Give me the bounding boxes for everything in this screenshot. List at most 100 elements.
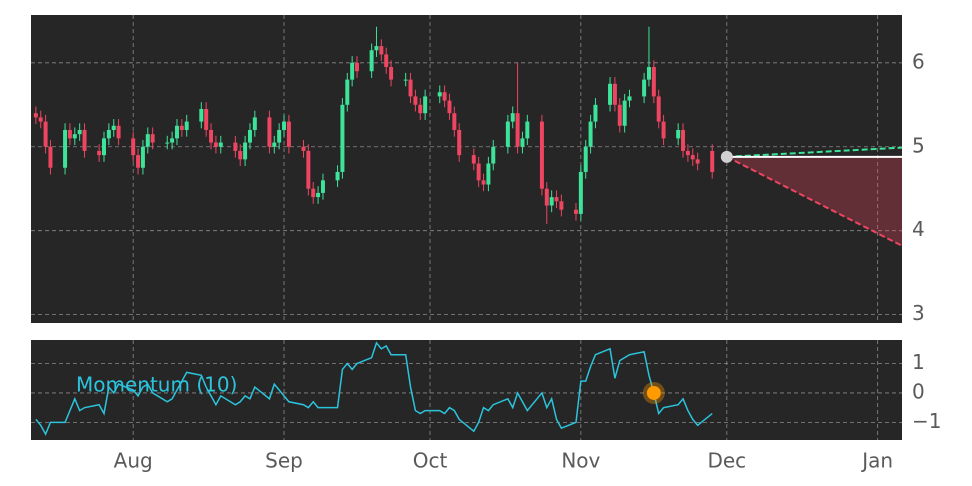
candle-body [170, 138, 175, 143]
candle-body [612, 83, 617, 105]
candle-body [335, 171, 340, 181]
candle-body [184, 121, 189, 130]
candle-body [209, 129, 214, 143]
candle-body [145, 134, 150, 147]
candle-body [252, 117, 257, 130]
candle-body [471, 155, 476, 164]
candle-body [544, 188, 549, 206]
candle-body [282, 121, 287, 130]
candle-body [316, 192, 321, 198]
candle-body [403, 79, 408, 81]
candle-body [369, 50, 374, 72]
candle-body [384, 54, 389, 68]
price-panel [31, 15, 902, 323]
candle-body [48, 146, 53, 168]
candle-body [238, 150, 243, 160]
candle-body [136, 155, 141, 168]
candle-body [661, 121, 666, 139]
candle-body [651, 67, 656, 97]
candle-body [355, 62, 360, 72]
candle-body [247, 129, 252, 143]
candle-body [179, 125, 184, 130]
candle-body [452, 113, 457, 130]
candle-body [77, 129, 82, 135]
candle-body [418, 104, 423, 114]
candle-body [583, 146, 588, 172]
candle-body [539, 121, 544, 189]
candle-body [233, 142, 238, 151]
y-tick-label: −1 [912, 409, 941, 433]
y-tick-label: 3 [912, 301, 925, 325]
marker [646, 385, 661, 400]
candle-body [72, 134, 77, 139]
candle-body [578, 171, 583, 214]
candle-body [515, 113, 520, 147]
candle-body [350, 62, 355, 80]
y-tick-label: 5 [912, 133, 925, 157]
x-tick-label: Nov [561, 449, 600, 473]
candle-body [218, 142, 223, 147]
candle-body [116, 125, 121, 139]
candle-body [442, 92, 447, 101]
candle-body [486, 163, 491, 185]
candle-body [277, 129, 282, 143]
x-tick-label: Dec [707, 449, 746, 473]
candle-body [656, 96, 661, 122]
candle-body [389, 67, 394, 80]
x-tick-label: Sep [265, 449, 303, 473]
candle-body [685, 150, 690, 156]
candle-body [243, 142, 248, 160]
candle-body [510, 113, 515, 122]
candle-body [642, 79, 647, 97]
y-tick-label: 6 [912, 49, 925, 73]
candle-body [67, 129, 72, 139]
candle-body [676, 129, 681, 139]
candle-body [106, 129, 111, 139]
candle-body [627, 96, 632, 101]
candle-body [345, 79, 350, 105]
candle-body [447, 100, 452, 114]
candle-body [617, 104, 622, 126]
candle-body [437, 92, 442, 97]
candle-body [554, 197, 559, 202]
candle-body [413, 96, 418, 105]
candle-body [491, 146, 496, 164]
candle-body [101, 138, 106, 156]
candle-body [408, 79, 413, 97]
candle-body [150, 134, 155, 143]
candle-body [549, 197, 554, 206]
candle-body [140, 146, 145, 168]
candle-body [588, 121, 593, 147]
candle-body [695, 159, 700, 164]
candle-body [608, 83, 613, 105]
forecast-upper [726, 146, 903, 158]
candle-body [520, 138, 525, 147]
candle-body [573, 209, 578, 214]
candle-body [43, 121, 48, 147]
y-tick-label: 0 [912, 379, 925, 403]
candle-body [306, 150, 311, 189]
x-tick-label: Jan [860, 449, 893, 473]
candle-body [204, 108, 209, 130]
y-tick-label: 4 [912, 217, 925, 241]
candle-body [320, 180, 325, 193]
candle-body [525, 121, 530, 139]
candle-body [38, 117, 43, 122]
candle-body [457, 129, 462, 156]
candle-body [622, 100, 627, 126]
candle-body [286, 121, 291, 147]
candle-body [213, 142, 218, 147]
candle-body [476, 163, 481, 181]
candle-body [301, 146, 306, 151]
forecast-start [720, 150, 733, 163]
candle-body [165, 142, 170, 144]
candle-body [505, 121, 510, 147]
momentum-line [35, 341, 713, 436]
candle-body [593, 104, 598, 122]
candle-body [423, 96, 428, 114]
y-tick-label: 1 [912, 350, 925, 374]
candle-body [97, 150, 102, 156]
candle-body [681, 129, 686, 151]
candle-body [131, 138, 136, 156]
